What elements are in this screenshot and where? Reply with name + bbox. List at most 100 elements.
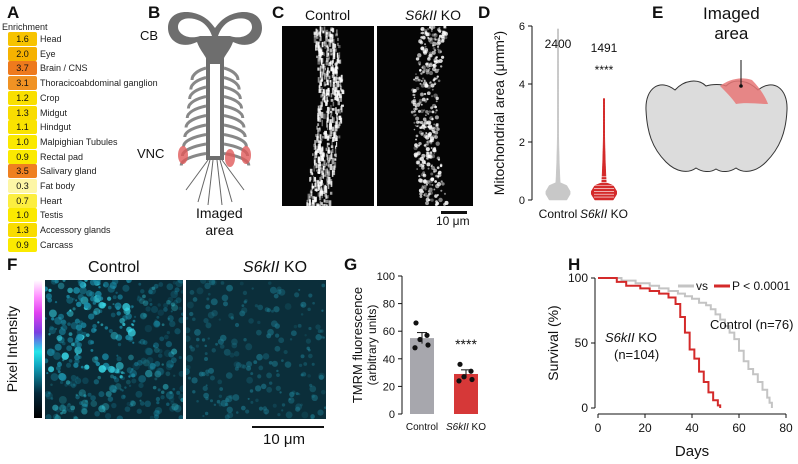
tmrm-signal xyxy=(303,362,308,366)
mito-spot xyxy=(323,192,327,197)
mito-spot xyxy=(325,44,329,47)
mito-spot xyxy=(337,37,339,42)
mito-spot xyxy=(325,42,327,45)
mito-spot xyxy=(436,194,439,197)
mito-spot xyxy=(325,71,329,76)
tmrm-signal xyxy=(157,303,161,307)
mito-spot xyxy=(336,95,339,102)
tmrm-signal xyxy=(152,385,157,390)
mito-spot xyxy=(421,47,425,50)
mito-spot xyxy=(309,177,311,182)
tmrm-signal xyxy=(128,354,134,361)
mito-spot xyxy=(432,78,436,82)
mito-spot xyxy=(419,40,424,45)
h-y-tick-label: 50 xyxy=(575,336,589,350)
tmrm-signal xyxy=(205,372,210,377)
tmrm-signal xyxy=(300,373,304,377)
mito-spot xyxy=(332,64,334,72)
mito-spot xyxy=(419,68,422,72)
mito-spot xyxy=(334,48,338,52)
tmrm-signal xyxy=(223,348,231,356)
tmrm-signal xyxy=(278,288,286,296)
tmrm-signal xyxy=(320,389,326,395)
tmrm-signal xyxy=(70,405,76,411)
tmrm-signal xyxy=(71,342,75,347)
mito-spot xyxy=(327,164,330,167)
tmrm-signal xyxy=(147,362,156,371)
tmrm-signal xyxy=(59,404,67,412)
mito-spot xyxy=(422,173,426,177)
mito-spot xyxy=(428,110,432,113)
tmrm-signal xyxy=(152,344,156,348)
tmrm-signal xyxy=(131,378,137,384)
mito-spot xyxy=(438,197,443,203)
tmrm-signal xyxy=(99,404,105,410)
mito-spot xyxy=(319,184,321,190)
mito-spot xyxy=(315,40,319,48)
tmrm-signal xyxy=(60,319,67,326)
mito-spot xyxy=(327,111,329,115)
mito-spot xyxy=(330,66,334,72)
tmrm-signal xyxy=(51,349,56,354)
tmrm-signal xyxy=(80,322,87,329)
tmrm-signal xyxy=(48,333,51,336)
tmrm-signal xyxy=(283,350,288,355)
mito-spot xyxy=(326,135,330,141)
tmrm-signal xyxy=(112,389,117,394)
tmrm-signal xyxy=(226,284,233,292)
enrichment-tissue: Malpighian Tubules xyxy=(40,136,118,147)
mito-spot xyxy=(337,109,340,112)
tmrm-signal xyxy=(192,317,196,322)
tmrm-signal xyxy=(153,342,159,349)
tmrm-signal xyxy=(91,327,96,333)
mito-spot xyxy=(336,117,338,125)
mito-spot xyxy=(336,98,340,101)
mito-spot xyxy=(328,31,331,37)
mito-spot xyxy=(326,133,328,138)
c-ko-label: S6kII KO xyxy=(405,7,462,23)
mito-spot xyxy=(429,139,433,143)
mito-spot xyxy=(421,66,424,69)
mito-spot xyxy=(326,92,330,96)
mito-spot xyxy=(333,153,336,157)
mito-spot xyxy=(427,54,432,58)
tmrm-signal xyxy=(74,358,80,365)
mito-spot xyxy=(321,163,324,167)
violin-control xyxy=(545,28,571,201)
tmrm-signal xyxy=(144,324,153,333)
tmrm-signal xyxy=(144,369,153,378)
tmrm-signal xyxy=(107,305,112,310)
nerve-left xyxy=(184,114,207,128)
mito-spot xyxy=(317,33,321,36)
mito-spot xyxy=(429,81,432,84)
legend-p-value: P < 0.0001 xyxy=(732,279,790,293)
tmrm-signal xyxy=(66,345,73,352)
mito-spot xyxy=(325,110,328,114)
mito-spot xyxy=(428,53,433,58)
tmrm-signal xyxy=(257,304,264,311)
mito-spot xyxy=(437,172,440,175)
mito-spot xyxy=(422,179,427,184)
tmrm-signal xyxy=(173,404,182,413)
mito-spot xyxy=(334,147,337,154)
mito-spot xyxy=(326,106,330,114)
enrichment-value: 1.6 xyxy=(8,32,37,46)
tmrm-signal xyxy=(189,289,195,295)
mito-spot xyxy=(321,64,325,69)
mito-spot xyxy=(335,121,338,129)
imaged-region-right xyxy=(241,146,251,164)
tmrm-signal xyxy=(98,296,104,301)
mito-spot xyxy=(420,79,423,82)
mito-spot xyxy=(318,108,321,114)
tmrm-signal xyxy=(177,280,183,284)
mito-spot xyxy=(330,104,332,110)
tmrm-signal xyxy=(116,356,122,362)
tmrm-signal xyxy=(54,280,59,284)
g-data-point xyxy=(461,374,467,380)
tmrm-signal xyxy=(172,280,177,285)
tmrm-signal xyxy=(107,296,112,301)
tmrm-signal xyxy=(78,355,82,360)
mito-spot xyxy=(414,124,417,127)
tmrm-signal xyxy=(217,379,223,385)
mito-spot xyxy=(326,195,329,199)
